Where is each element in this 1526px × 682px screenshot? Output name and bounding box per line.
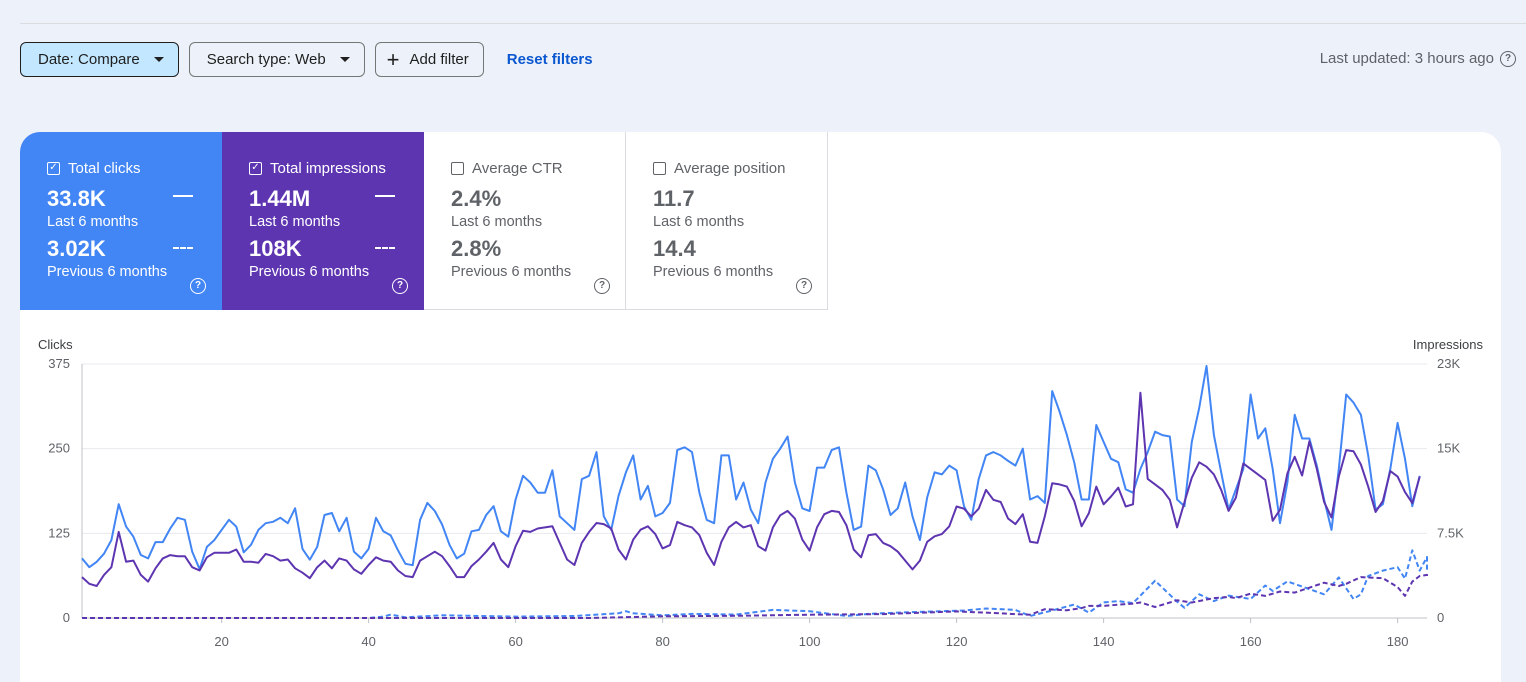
chart-series xyxy=(81,365,1428,619)
search-type-chip[interactable]: Search type: Web xyxy=(188,42,365,77)
chart-gridlines xyxy=(81,363,1427,623)
x-tick-label: 160 xyxy=(1240,634,1262,649)
top-divider xyxy=(20,23,1526,24)
help-icon[interactable]: ? xyxy=(1500,50,1516,67)
y2-tick-label: 7.5K xyxy=(1437,525,1464,540)
metric-title: Total impressions xyxy=(270,159,386,177)
help-icon[interactable]: ? xyxy=(796,278,812,294)
metric-card-total-clicks[interactable]: ✓ Total clicks 33.8K Last 6 months 3.02K… xyxy=(20,132,222,310)
metric-value: 2.4% xyxy=(451,186,502,211)
metric-period: Last 6 months xyxy=(653,214,745,230)
solid-line-legend-icon xyxy=(173,195,193,197)
metric-cards: ✓ Total clicks 33.8K Last 6 months 3.02K… xyxy=(20,132,828,310)
metric-value: 33.8K xyxy=(47,186,106,211)
series-line-impressions-previous xyxy=(82,573,1428,619)
x-tick-label: 60 xyxy=(508,634,522,649)
metric-previous-period: Previous 6 months xyxy=(451,264,572,280)
metric-previous-value: 14.4 xyxy=(653,236,696,261)
performance-panel: ✓ Total clicks 33.8K Last 6 months 3.02K… xyxy=(20,132,1501,682)
help-icon[interactable]: ? xyxy=(190,278,206,294)
series-line-impressions-last xyxy=(81,391,1421,587)
caret-down-icon xyxy=(339,57,350,62)
dashed-line-legend-icon xyxy=(173,247,193,249)
metric-previous-value: 3.02K xyxy=(47,236,106,261)
y-tick-label: 375 xyxy=(48,356,70,371)
filter-bar: Date: Compare Search type: Web + Add fil… xyxy=(20,42,593,77)
metric-previous-period: Previous 6 months xyxy=(249,264,370,280)
help-icon[interactable]: ? xyxy=(392,278,408,294)
metric-card-total-impressions[interactable]: ✓ Total impressions 1.44M Last 6 months … xyxy=(222,132,424,310)
x-tick-label: 20 xyxy=(214,634,228,649)
y2-tick-label: 0 xyxy=(1437,610,1444,625)
series-line-clicks-previous xyxy=(82,549,1428,619)
metric-value: 11.7 xyxy=(653,186,695,211)
y-tick-label: 250 xyxy=(48,441,70,456)
chart-tick-labels: 0 0 125 7.5K 250 15K 375 23K 20 40 60 80 100 120 140 16… xyxy=(48,356,1464,649)
x-tick-label: 120 xyxy=(946,634,968,649)
date-filter-chip[interactable]: Date: Compare xyxy=(20,42,179,77)
performance-chart[interactable]: Clicks Impressions 0 0 125 7.5K 250 15K 375 23K… xyxy=(20,332,1501,682)
last-updated-text: Last updated: 3 hours ago xyxy=(1319,50,1494,67)
x-tick-label: 100 xyxy=(799,634,821,649)
reset-filters-link[interactable]: Reset filters xyxy=(506,51,593,68)
metric-previous-period: Previous 6 months xyxy=(653,264,774,280)
metric-title: Total clicks xyxy=(68,159,141,177)
checkbox-unchecked-icon[interactable] xyxy=(451,161,464,175)
x-tick-label: 40 xyxy=(361,634,375,649)
metric-value: 1.44M xyxy=(249,186,311,211)
checkbox-checked-icon[interactable]: ✓ xyxy=(47,161,60,175)
dashed-line-legend-icon xyxy=(375,247,395,249)
search-type-label: Search type: Web xyxy=(206,51,326,68)
y-tick-label: 0 xyxy=(63,610,70,625)
metric-previous-value: 2.8% xyxy=(451,236,502,261)
plus-icon: + xyxy=(386,46,400,72)
help-icon[interactable]: ? xyxy=(594,278,610,294)
solid-line-legend-icon xyxy=(375,195,395,197)
metric-title: Average CTR xyxy=(472,159,563,177)
y2-tick-label: 15K xyxy=(1437,441,1460,456)
metric-card-average-position[interactable]: Average position 11.7 Last 6 months 14.4… xyxy=(626,132,828,310)
metric-previous-period: Previous 6 months xyxy=(47,264,168,280)
checkbox-unchecked-icon[interactable] xyxy=(653,161,666,175)
add-filter-label: Add filter xyxy=(409,51,469,68)
y-tick-label: 125 xyxy=(48,525,70,540)
metric-period: Last 6 months xyxy=(249,214,341,230)
left-axis-title: Clicks xyxy=(38,337,73,352)
add-filter-button[interactable]: + Add filter xyxy=(374,42,484,77)
last-updated: Last updated: 3 hours ago ? xyxy=(1320,50,1516,67)
x-tick-label: 140 xyxy=(1093,634,1115,649)
metric-previous-value: 108K xyxy=(249,236,302,261)
metric-card-average-ctr[interactable]: Average CTR 2.4% Last 6 months 2.8% Prev… xyxy=(424,132,626,310)
caret-down-icon xyxy=(153,57,164,62)
metric-title: Average position xyxy=(674,159,786,177)
right-axis-title: Impressions xyxy=(1413,337,1484,352)
checkbox-checked-icon[interactable]: ✓ xyxy=(249,161,262,175)
date-filter-label: Date: Compare xyxy=(38,51,140,68)
y2-tick-label: 23K xyxy=(1437,356,1460,371)
x-tick-label: 180 xyxy=(1387,634,1409,649)
metric-period: Last 6 months xyxy=(451,214,543,230)
series-line-clicks-last xyxy=(81,365,1421,571)
x-tick-label: 80 xyxy=(655,634,669,649)
metric-period: Last 6 months xyxy=(47,214,139,230)
